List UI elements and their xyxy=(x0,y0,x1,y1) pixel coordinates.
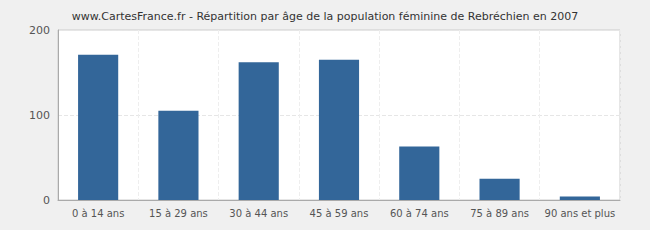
svg-text:0: 0 xyxy=(43,194,50,207)
svg-text:www.CartesFrance.fr - Répartit: www.CartesFrance.fr - Répartition par âg… xyxy=(72,10,578,23)
svg-text:200: 200 xyxy=(29,24,50,37)
svg-text:30 à 44 ans: 30 à 44 ans xyxy=(229,208,288,219)
svg-text:45 à 59 ans: 45 à 59 ans xyxy=(310,208,369,219)
svg-text:0 à 14 ans: 0 à 14 ans xyxy=(72,208,124,219)
svg-text:15 à 29 ans: 15 à 29 ans xyxy=(149,208,208,219)
svg-text:75 à 89 ans: 75 à 89 ans xyxy=(470,208,529,219)
svg-text:100: 100 xyxy=(29,109,50,122)
svg-text:90 ans et plus: 90 ans et plus xyxy=(545,208,616,219)
svg-text:60 à 74 ans: 60 à 74 ans xyxy=(390,208,449,219)
